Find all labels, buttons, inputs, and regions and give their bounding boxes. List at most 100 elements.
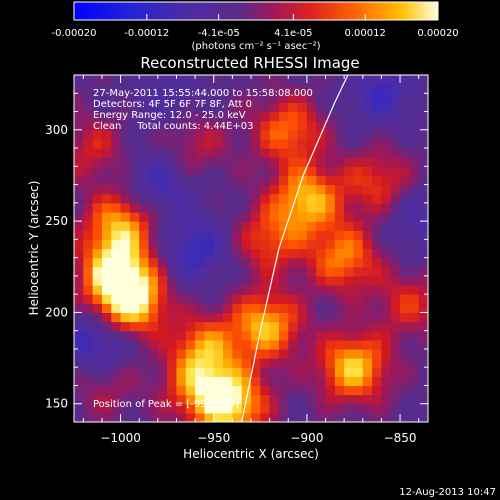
heatmap-cell (148, 148, 159, 158)
heatmap-cell (409, 129, 420, 140)
heatmap-cell (400, 102, 410, 113)
heatmap-cell (334, 93, 345, 103)
annotation-counts: Clean Total counts: 4.44E+03 (93, 121, 253, 132)
heatmap-cell (83, 248, 94, 259)
heatmap-cell (269, 221, 280, 231)
heatmap-cell (288, 175, 299, 186)
heatmap-cell (148, 275, 159, 286)
heatmap-cell (278, 358, 289, 368)
heatmap-cell (204, 138, 215, 149)
heatmap-cell (400, 312, 410, 323)
heatmap-cell (232, 294, 243, 304)
heatmap-cell (223, 239, 233, 250)
heatmap-cell (409, 330, 420, 341)
chart-title: Reconstructed RHESSI Image (140, 54, 359, 72)
heatmap-cell (139, 211, 150, 222)
heatmap-cell (344, 330, 355, 341)
colorbar: -0.00020 -0.00012 -4.1e-05 4.1e-05 0.00012 0.… (52, 1, 459, 52)
heatmap-cell (325, 275, 336, 286)
heatmap-cell (74, 193, 84, 204)
heatmap-cell (74, 157, 84, 167)
heatmap-cell (185, 394, 196, 405)
heatmap-cell (223, 294, 233, 304)
heatmap-cell (325, 248, 336, 259)
heatmap-cell (111, 75, 122, 85)
heatmap-cell (213, 348, 224, 359)
heatmap-cell (306, 129, 317, 140)
heatmap-cell (129, 175, 140, 186)
heatmap-cell (372, 120, 383, 131)
heatmap-cell (260, 321, 271, 332)
heatmap-cell (316, 148, 327, 158)
heatmap-cell (213, 303, 224, 314)
heatmap-cell (223, 120, 233, 131)
heatmap-cell (241, 230, 252, 240)
heatmap-cell (288, 102, 299, 113)
heatmap-cell (278, 412, 289, 422)
heatmap-cell (409, 221, 420, 231)
heatmap-cell (390, 230, 401, 240)
heatmap-cell (176, 166, 187, 177)
heatmap-cell (74, 202, 84, 213)
heatmap-cell (129, 394, 140, 405)
heatmap-cell (241, 339, 252, 350)
heatmap-cell (400, 376, 410, 387)
heatmap-cell (167, 412, 178, 422)
heatmap-cell (139, 358, 150, 368)
heatmap-cell (157, 330, 168, 341)
colorbar-tick-label: -0.00020 (52, 28, 97, 39)
heatmap-cell (241, 184, 252, 195)
heatmap-cell (372, 330, 383, 341)
heatmap-cell (288, 294, 299, 304)
heatmap-cell (129, 129, 140, 140)
heatmap-cell (409, 239, 420, 250)
heatmap-cell (74, 312, 84, 323)
heatmap-cell (325, 339, 336, 350)
heatmap-cell (400, 138, 410, 149)
heatmap-cell (362, 248, 373, 259)
heatmap-cell (176, 403, 187, 414)
heatmap-cell (195, 111, 206, 122)
heatmap-cell (344, 129, 355, 140)
heatmap-cell (204, 202, 215, 213)
heatmap-cell (157, 385, 168, 396)
heatmap-cell (372, 394, 383, 405)
heatmap-cell (353, 202, 364, 213)
heatmap-cell (223, 358, 233, 368)
heatmap-cell (316, 93, 327, 103)
heatmap-cell (157, 102, 168, 113)
heatmap-cell (344, 102, 355, 113)
heatmap-cell (195, 221, 206, 231)
heatmap-cell (418, 394, 428, 405)
heatmap-cell (381, 376, 392, 387)
heatmap-cell (120, 138, 131, 149)
heatmap-cell (232, 120, 243, 131)
heatmap-cell (325, 184, 336, 195)
heatmap-cell (288, 93, 299, 103)
heatmap-cell (176, 129, 187, 140)
heatmap-cell (111, 385, 122, 396)
heatmap-cell (260, 412, 271, 422)
heatmap-cell (101, 120, 112, 131)
heatmap-cell (260, 385, 271, 396)
heatmap-cell (260, 257, 271, 268)
heatmap-cell (223, 111, 233, 122)
heatmap-cell (251, 266, 261, 277)
heatmap-cell (334, 321, 345, 332)
heatmap-cell (353, 211, 364, 222)
heatmap-cell (111, 193, 122, 204)
heatmap-cell (372, 193, 383, 204)
heatmap-cell (353, 93, 364, 103)
annotation-time: 27-May-2011 15:55:44.000 to 15:58:08.000 (93, 88, 313, 99)
heatmap-cell (362, 175, 373, 186)
heatmap-cell (204, 221, 215, 231)
heatmap-cell (390, 221, 401, 231)
heatmap-cell (167, 339, 178, 350)
heatmap-cell (325, 367, 336, 377)
heatmap-cell (120, 211, 131, 222)
heatmap-cell (195, 339, 206, 350)
heatmap-cell (306, 157, 317, 167)
heatmap-cell (185, 348, 196, 359)
heatmap-cell (325, 239, 336, 250)
heatmap-cell (148, 403, 159, 414)
